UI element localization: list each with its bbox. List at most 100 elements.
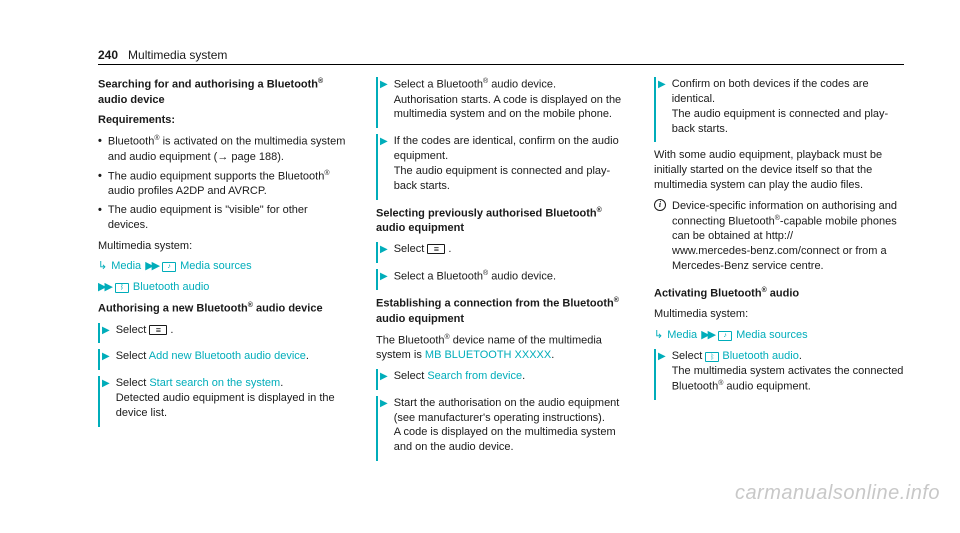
step-marker-icon: ▶	[658, 350, 666, 364]
reg-mark: ®	[614, 297, 619, 304]
nav-arrow-icon: ↳	[98, 259, 107, 274]
info-icon: i	[654, 199, 666, 211]
text: If the codes are identical, confirm on t…	[394, 135, 619, 162]
media-box-icon: ♪	[162, 262, 176, 272]
text: audio equipment.	[723, 380, 810, 392]
heading-select-previous: Selecting previously authorised Bluetoot…	[376, 206, 626, 236]
step-body: Select Search from device.	[394, 369, 626, 384]
text: Select	[116, 350, 149, 362]
text: audio device.	[488, 270, 556, 282]
paragraph: The Bluetooth® device name of the multim…	[376, 333, 626, 363]
nav-sources: Media sources	[736, 328, 808, 343]
text: audio device.	[488, 79, 556, 91]
nav-bluetooth: Bluetooth audio	[133, 280, 209, 295]
step-marker-icon: ▶	[380, 243, 388, 257]
step-marker-icon: ▶	[380, 78, 388, 92]
step-marker-icon: ▶	[102, 324, 110, 338]
text: A code is displayed on the multimedia sy…	[394, 426, 616, 453]
text: audio equipment	[376, 313, 464, 325]
step-body: Select .	[116, 323, 348, 338]
step-body: Select Start search on the system.Detect…	[116, 376, 348, 421]
text: The audio equipment is "visible" for oth…	[108, 203, 348, 233]
step-marker-icon: ▶	[658, 78, 666, 92]
link-mb-bluetooth: MB BLUETOOTH XXXXX	[425, 349, 551, 361]
arrow-icon: →	[217, 151, 228, 163]
paragraph: With some audio equipment, playback must…	[654, 148, 904, 193]
text: Select	[116, 324, 150, 336]
instruction-step: ▶ Start the authorisation on the audio e…	[376, 396, 626, 461]
text: Searching for and authorising a Bluetoot…	[98, 79, 318, 91]
step-body: Select a Bluetooth® audio device.Authori…	[394, 77, 626, 122]
requirements-list: Bluetooth® is activated on the multimedi…	[98, 134, 348, 232]
step-marker-icon: ▶	[102, 377, 110, 391]
nav-path: ↳ Media ▶▶ ♪ Media sources	[98, 259, 348, 274]
text: audio device	[253, 303, 323, 315]
step-body: Select Add new Bluetooth audio device.	[116, 349, 348, 364]
req-item: The audio equipment supports the Blue­to…	[98, 169, 348, 199]
instruction-step: ▶ If the codes are identical, confirm on…	[376, 134, 626, 199]
text: Establishing a connection from the Blue­…	[376, 298, 614, 310]
text: Detected audio equipment is displayed in…	[116, 392, 335, 419]
list-menu-icon	[149, 325, 167, 335]
instruction-step: ▶ Select Search from device.	[376, 369, 626, 390]
multimedia-label: Multimedia system:	[654, 307, 904, 322]
column-2: ▶ Select a Bluetooth® audio device.Autho…	[376, 77, 626, 467]
bluetooth-box-icon: ᛒ	[115, 283, 129, 293]
requirements-label: Requirements:	[98, 113, 348, 128]
info-text: Device-specific information on authorisi…	[672, 199, 904, 274]
instruction-step: ▶ Select Add new Bluetooth audio device.	[98, 349, 348, 370]
text: The audio equipment supports the Blue­to…	[108, 170, 324, 182]
text: audio equipment	[376, 222, 464, 234]
multimedia-label: Multimedia system:	[98, 239, 348, 254]
nav-arrow-icon: ↳	[654, 328, 663, 343]
instruction-step: ▶ Select Start search on the system.Dete…	[98, 376, 348, 427]
text: The audio equipment is connected and pla…	[672, 108, 889, 135]
nav-media: Media	[111, 259, 141, 274]
step-body: Confirm on both devices if the codes are…	[672, 77, 904, 136]
instruction-step: ▶ Select .	[376, 242, 626, 263]
step-body: Select ᛒ Bluetooth audio.The multimedia …	[672, 349, 904, 394]
step-marker-icon: ▶	[102, 350, 110, 364]
heading-establish-connection: Establishing a connection from the Blue­…	[376, 296, 626, 326]
req-item: Bluetooth® is activated on the multimedi…	[98, 134, 348, 164]
text: The Bluetooth	[376, 334, 445, 346]
text: Select	[116, 377, 150, 389]
column-1: Searching for and authorising a Bluetoot…	[98, 77, 348, 467]
link-bluetooth-audio: Bluetooth audio	[722, 350, 798, 362]
req-item: The audio equipment is "visible" for oth…	[98, 203, 348, 233]
link-add-device: Add new Bluetooth audio device	[149, 350, 306, 362]
step-body: Select a Bluetooth® audio device.	[394, 269, 626, 285]
text: Start the authorisation on the audio equ…	[394, 397, 620, 424]
nav-path: ▶▶ ᛒ Bluetooth audio	[98, 280, 348, 295]
list-menu-icon	[427, 244, 445, 254]
text: audio profiles A2DP and AVRCP.	[108, 185, 267, 197]
media-box-icon: ♪	[718, 331, 732, 341]
chevron-icon: ▶▶	[98, 280, 111, 295]
text: audio	[767, 287, 799, 299]
instruction-step: ▶ Select a Bluetooth® audio device.Autho…	[376, 77, 626, 128]
nav-path: ↳ Media ▶▶ ♪ Media sources	[654, 328, 904, 343]
heading-search-authorise: Searching for and authorising a Bluetoot…	[98, 77, 348, 107]
text: Bluetooth	[108, 136, 154, 148]
text: audio device	[98, 94, 165, 106]
page-header: 240 Multimedia system	[98, 48, 904, 65]
info-note: i Device-specific information on authori…	[654, 199, 904, 280]
instruction-step: ▶ Select a Bluetooth® audio device.	[376, 269, 626, 291]
text: Authorising a new Bluetooth	[98, 303, 248, 315]
text: Activating Bluetooth	[654, 287, 762, 299]
text: Select	[394, 243, 428, 255]
step-marker-icon: ▶	[380, 135, 388, 149]
heading-activating: Activating Bluetooth® audio	[654, 286, 904, 302]
step-marker-icon: ▶	[380, 270, 388, 284]
column-3: ▶ Confirm on both devices if the codes a…	[654, 77, 904, 467]
section-title: Multimedia system	[128, 48, 227, 62]
link-search-from-device: Search from device	[427, 370, 522, 382]
reg-mark: ®	[318, 78, 323, 85]
heading-authorise-new: Authorising a new Bluetooth® audio devic…	[98, 301, 348, 317]
instruction-step: ▶ Select ᛒ Bluetooth audio.The multimedi…	[654, 349, 904, 400]
text: page 188).	[228, 151, 284, 163]
text: Confirm on both devices if the codes are…	[672, 78, 869, 105]
page-number: 240	[98, 48, 118, 62]
text: Select a Bluetooth	[394, 270, 483, 282]
bluetooth-box-icon: ᛒ	[705, 352, 719, 362]
